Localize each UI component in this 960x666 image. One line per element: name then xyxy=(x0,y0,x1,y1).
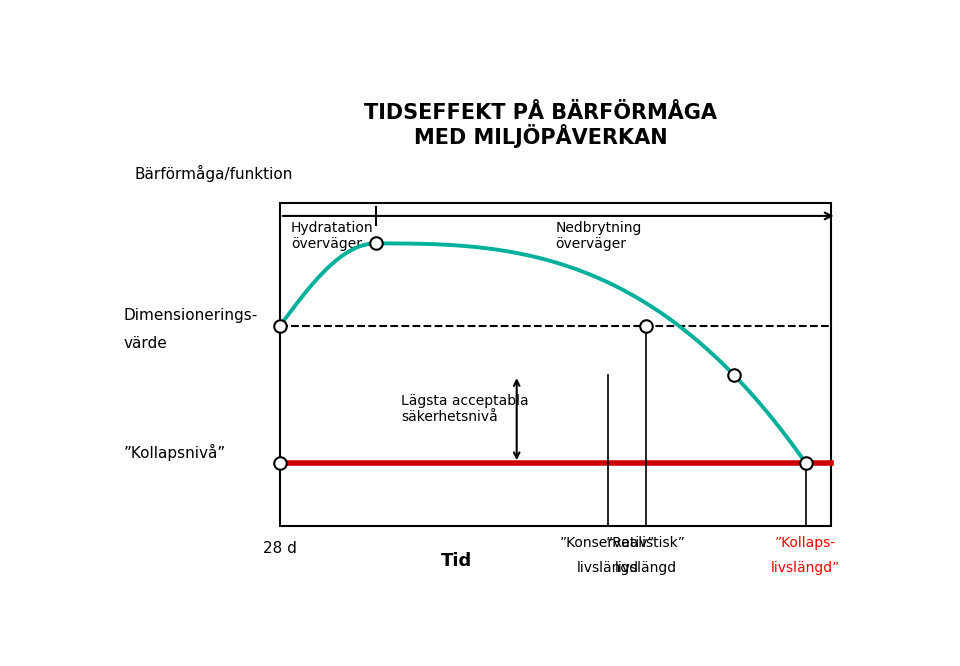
Text: värde: värde xyxy=(124,336,167,351)
Text: ”Konservativ”: ”Konservativ” xyxy=(560,536,656,550)
Text: ”Kollapsnivå”: ”Kollapsnivå” xyxy=(124,444,226,460)
Text: 28 d: 28 d xyxy=(263,541,297,557)
Text: MED MILJÖPÅVERKAN: MED MILJÖPÅVERKAN xyxy=(414,123,667,147)
Text: Tid: Tid xyxy=(441,551,471,569)
Text: Lägsta acceptabla
säkerhetsnivå: Lägsta acceptabla säkerhetsnivå xyxy=(401,394,529,424)
Text: Dimensionerings-: Dimensionerings- xyxy=(124,308,258,323)
Text: livslängd”: livslängd” xyxy=(771,561,840,575)
Text: ”Kollaps-: ”Kollaps- xyxy=(775,536,836,550)
Text: TIDSEFFEKT PÅ BÄRFÖRMÅGA: TIDSEFFEKT PÅ BÄRFÖRMÅGA xyxy=(364,103,717,123)
Bar xyxy=(280,203,830,526)
Text: ”Realistisk”: ”Realistisk” xyxy=(606,536,686,550)
Text: Nedbrytning
överväger: Nedbrytning överväger xyxy=(555,221,641,251)
Text: livslängd: livslängd xyxy=(577,561,638,575)
Text: Hydratation
överväger: Hydratation överväger xyxy=(291,221,373,251)
Text: livslängd: livslängd xyxy=(615,561,677,575)
Text: Bärförmåga/funktion: Bärförmåga/funktion xyxy=(134,165,293,182)
